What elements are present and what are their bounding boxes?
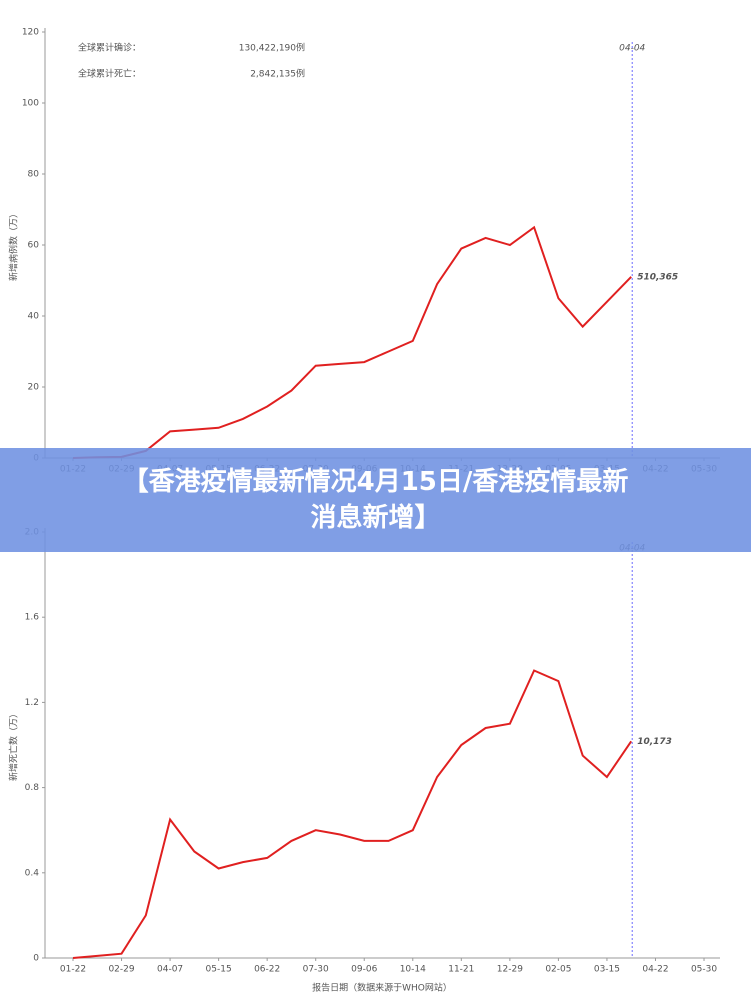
x-tick-label: 04-22 xyxy=(642,965,668,975)
x-tick-label: 01-22 xyxy=(60,965,86,975)
y-tick-label: 1.6 xyxy=(25,613,40,623)
banner: 【香港疫情最新情况4月15日/香港疫情最新 消息新增】 xyxy=(0,448,751,552)
x-tick-label: 02-05 xyxy=(545,965,571,975)
x-tick-label: 06-22 xyxy=(254,965,280,975)
x-tick-label: 04-07 xyxy=(157,965,183,975)
x-axis-label: 报告日期（数据来源于WHO网站） xyxy=(312,982,452,994)
y-tick-label: 40 xyxy=(28,312,40,322)
x-tick-label: 11-21 xyxy=(448,965,474,975)
value-label: 10,173 xyxy=(637,737,672,747)
stat-value: 130,422,190例 xyxy=(239,42,305,54)
y-tick-label: 60 xyxy=(28,241,40,251)
y-axis-label: 新增病例数（万） xyxy=(8,209,20,281)
y-tick-label: 0.8 xyxy=(25,783,40,793)
banner-line: 【香港疫情最新情况4月15日/香港疫情最新 xyxy=(122,467,629,497)
x-tick-label: 10-14 xyxy=(400,965,426,975)
value-label: 510,365 xyxy=(637,272,678,282)
stat-label: 全球累计死亡： xyxy=(78,68,141,80)
x-tick-label: 03-15 xyxy=(594,965,620,975)
y-tick-label: 0 xyxy=(33,954,39,964)
y-axis-label: 新增死亡数（万） xyxy=(8,709,20,781)
stat-value: 2,842,135例 xyxy=(250,68,305,80)
date-marker-label: 04-04 xyxy=(619,44,645,54)
y-tick-label: 0.4 xyxy=(25,868,40,878)
y-tick-label: 1.2 xyxy=(25,698,39,708)
x-tick-label: 12-29 xyxy=(497,965,523,975)
x-tick-label: 09-06 xyxy=(351,965,377,975)
y-tick-label: 20 xyxy=(28,383,40,393)
banner-line: 消息新增】 xyxy=(310,503,441,533)
y-tick-label: 100 xyxy=(22,99,39,109)
series-line xyxy=(72,669,633,959)
x-tick-label: 02-29 xyxy=(108,965,134,975)
banner-title: 【香港疫情最新情况4月15日/香港疫情最新 消息新增】 xyxy=(36,464,716,536)
x-tick-label: 07-30 xyxy=(303,965,329,975)
x-tick-label: 05-15 xyxy=(206,965,232,975)
x-tick-label: 05-30 xyxy=(691,965,717,975)
stat-label: 全球累计确诊： xyxy=(78,42,141,54)
y-tick-label: 120 xyxy=(22,28,39,38)
series-line xyxy=(72,225,632,459)
y-tick-label: 80 xyxy=(28,170,40,180)
